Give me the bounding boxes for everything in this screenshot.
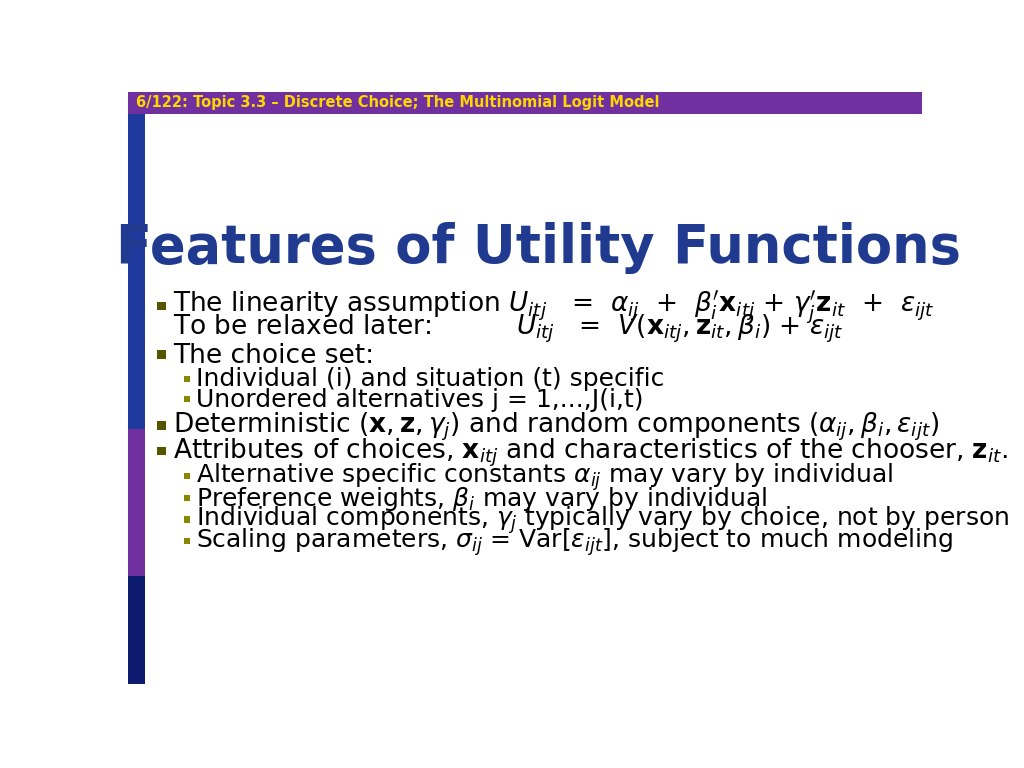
Text: Individual (i) and situation (t) specific: Individual (i) and situation (t) specifi… <box>197 367 665 392</box>
Bar <box>128 576 145 684</box>
Bar <box>158 350 166 359</box>
Text: Attributes of choices, $\mathbf{x}_{itj}$ and characteristics of the chooser, $\: Attributes of choices, $\mathbf{x}_{itj}… <box>173 436 1009 468</box>
Text: Individual components, $\gamma_j$ typically vary by choice, not by person: Individual components, $\gamma_j$ typica… <box>197 505 1010 536</box>
Bar <box>128 114 145 429</box>
Bar <box>183 516 190 522</box>
Text: To be relaxed later:          $U_{itj}$   =  $V(\mathbf{x}_{itj},\mathbf{z}_{it}: To be relaxed later: $U_{itj}$ = $V(\mat… <box>173 313 844 346</box>
Bar <box>158 447 166 455</box>
Text: Alternative specific constants $\alpha_{ij}$ may vary by individual: Alternative specific constants $\alpha_{… <box>197 462 894 493</box>
Bar <box>183 495 190 501</box>
Text: Features of Utility Functions: Features of Utility Functions <box>117 223 962 274</box>
Bar <box>128 429 145 576</box>
Bar <box>158 302 166 310</box>
Bar <box>183 473 190 479</box>
Bar <box>158 422 166 430</box>
Text: Preference weights, $\beta_i$ may vary by individual: Preference weights, $\beta_i$ may vary b… <box>197 485 768 513</box>
Text: The linearity assumption $U_{itj}$   =  $\alpha_{ij}$  +  $\beta_i'\mathbf{x}_{i: The linearity assumption $U_{itj}$ = $\a… <box>173 289 935 326</box>
Bar <box>128 92 922 114</box>
Text: The choice set:: The choice set: <box>173 343 374 369</box>
Bar <box>183 538 190 545</box>
Text: Unordered alternatives j = 1,...,J(i,t): Unordered alternatives j = 1,...,J(i,t) <box>197 388 644 412</box>
Text: Deterministic ($\mathbf{x},\mathbf{z},\gamma_j$) and random components ($\alpha_: Deterministic ($\mathbf{x},\mathbf{z},\g… <box>173 411 939 443</box>
Text: 6/122: Topic 3.3 – Discrete Choice; The Multinomial Logit Model: 6/122: Topic 3.3 – Discrete Choice; The … <box>136 95 659 111</box>
Text: Scaling parameters, $\sigma_{ij}$ = Var[$\varepsilon_{ijt}$], subject to much mo: Scaling parameters, $\sigma_{ij}$ = Var[… <box>197 526 953 558</box>
Bar <box>183 376 190 382</box>
Bar <box>183 396 190 402</box>
